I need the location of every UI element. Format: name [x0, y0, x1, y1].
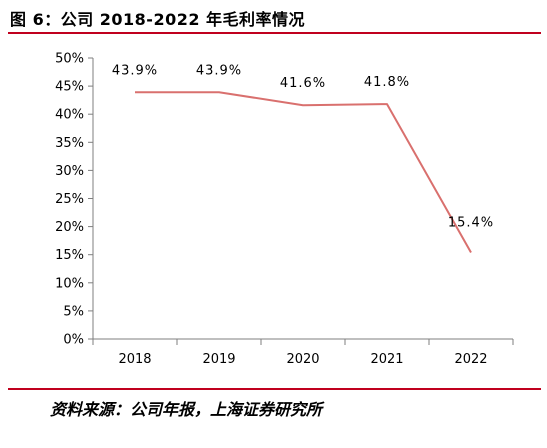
series-gross-margin [134, 91, 472, 253]
figure-title: 图 6：公司 2018-2022 年毛利率情况 [10, 10, 306, 29]
x-tick-label: 2020 [286, 352, 319, 367]
source-note: 资料来源：公司年报，上海证券研究所 [50, 400, 323, 419]
y-tick-label: 5% [63, 304, 84, 319]
y-axis: 0% 5% 10% 15% 20% 25% 30% 35% 40% 45% 50% [55, 52, 94, 348]
x-tick-label: 2019 [202, 352, 235, 367]
data-labels: 43.9% 43.9% 41.6% 41.8% 15.4% [112, 63, 494, 230]
y-tick-label: 50% [55, 52, 84, 67]
data-label: 15.4% [448, 215, 494, 230]
y-tick-label: 20% [55, 220, 84, 235]
x-tick-label: 2021 [370, 352, 403, 367]
y-tick-label: 10% [55, 276, 84, 291]
data-label: 41.8% [364, 75, 410, 90]
y-tick-label: 0% [63, 333, 84, 348]
y-tick-label: 35% [55, 136, 84, 151]
x-tick-label: 2022 [454, 352, 487, 367]
y-tick-label: 15% [55, 248, 84, 263]
x-axis: 2018 2019 2020 2021 2022 [92, 338, 514, 367]
y-tick-label: 25% [55, 192, 84, 207]
data-label: 43.9% [196, 63, 242, 78]
y-tick-label: 40% [55, 108, 84, 123]
data-label: 41.6% [280, 76, 326, 91]
x-tick-label: 2018 [118, 352, 151, 367]
line-chart: 0% 5% 10% 15% 20% 25% 30% 35% 40% 45% 50% 2018 2019… [55, 52, 514, 367]
title-divider [8, 32, 541, 34]
source-divider [8, 388, 541, 390]
series-line [135, 91, 472, 253]
y-tick-label: 30% [55, 164, 84, 179]
y-tick-label: 45% [55, 80, 84, 95]
data-label: 43.9% [112, 63, 158, 78]
